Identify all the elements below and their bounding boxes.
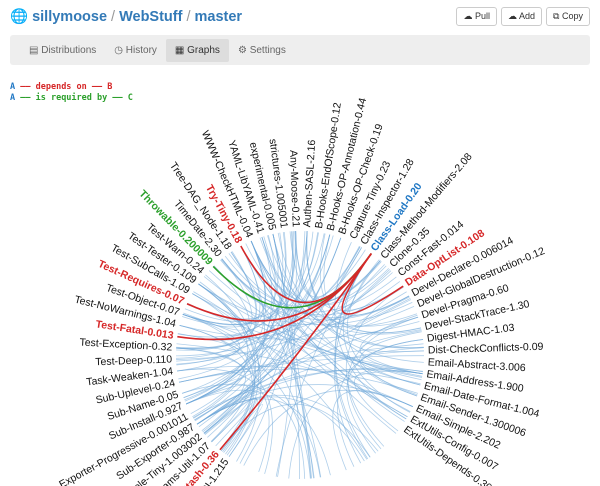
highlight-edge [341,253,404,315]
edge [361,350,424,378]
edge [354,295,411,327]
edge [230,251,322,478]
edge [294,231,422,334]
edge [192,293,423,373]
pull-button[interactable]: ☁ Pull [456,7,498,26]
edge [332,390,413,471]
edge [239,231,308,464]
highlight-edge [240,245,372,304]
edge [306,231,424,349]
edge [203,231,295,434]
tab[interactable]: ▦ Graphs [165,38,229,62]
edge [177,231,297,338]
edge [178,355,425,383]
copy-button[interactable]: ⧉ Copy [546,7,590,26]
node-label: Authen-SASL-2.16 [301,139,318,227]
edge [359,314,423,375]
tab[interactable]: ▤ Distributions [29,44,97,56]
legend-from: A [10,82,16,92]
edge [176,368,270,473]
edge [334,260,381,464]
tab-label: History [125,44,157,56]
tab-bar: ▤ Distributions ◷ History ▦ Graphs ⚙ Settin… [10,35,590,65]
legend-to: B [107,82,113,92]
highlight-edge [219,253,372,451]
legend-row: A —— depends on —— B [10,82,133,93]
node-label: Any-Moose-0.21 [287,150,302,228]
button-label: Add [519,11,536,21]
separator: / [186,9,191,25]
node-label: Dist-CheckConflicts-0.09 [428,341,544,357]
legend-row: A —— is required by —— C [10,93,133,104]
edge [192,293,368,460]
tab[interactable]: ⚙ Settings [237,44,286,56]
button-label: Copy [561,11,583,21]
toolbar: ☁ Pull ☁ Add ⧉ Copy [456,7,590,26]
edge [240,245,407,420]
edge [198,283,315,479]
edge [346,259,418,397]
edge [196,394,379,452]
branch-link[interactable]: master [194,9,243,25]
edge [185,281,401,405]
edge [194,316,419,421]
node-label: Test-Deep-0.110 [95,353,172,368]
edge [360,330,424,352]
edge [185,235,276,405]
edge [198,283,423,377]
edge [272,233,418,396]
edge [176,314,241,365]
edge [184,233,279,322]
separator: / [111,9,116,25]
edge [267,235,419,327]
edge [337,339,424,467]
legend-from: A [10,93,16,103]
legend-to: C [127,93,133,103]
edge [245,243,421,386]
edge [196,270,392,425]
legend: A —— depends on —— B A —— is required by… [10,82,133,104]
edge [243,389,413,466]
edge [203,247,362,434]
owner-link[interactable]: sillymoose [32,9,108,25]
edge [347,316,419,450]
edge [288,370,423,479]
edge [182,240,266,326]
edge [178,368,421,385]
tab-label: Settings [249,44,286,56]
edge [185,384,249,435]
repo-link[interactable]: WebStuff [119,9,183,25]
tab-label: Distributions [41,44,97,56]
edge [198,283,413,326]
breadcrumb: 🌐 sillymoose / WebStuff / master [10,9,243,25]
edge [207,237,342,438]
legend-relation: —— is required by —— [20,93,123,103]
edge [277,231,297,478]
edges [175,231,425,480]
tab[interactable]: ◷ History [114,44,157,56]
node-label: Test-Exception-0.32 [79,336,172,353]
edge [185,235,334,405]
edge [176,333,239,360]
node-label: Email-Abstract-3.006 [427,356,526,374]
edge [182,314,255,455]
edge [320,233,410,316]
edge [354,291,415,328]
legend-relation: —— depends on —— [20,82,103,92]
edge [359,331,422,397]
edge [185,389,306,479]
edge [198,283,262,462]
edge [210,245,265,442]
edge [199,281,256,450]
add-button[interactable]: ☁ Add [501,7,543,26]
edge [221,258,397,434]
edge [354,369,423,432]
tab-label: Graphs [187,44,220,56]
button-label: Pull [475,11,491,21]
edge [203,276,408,418]
edge [261,236,424,349]
